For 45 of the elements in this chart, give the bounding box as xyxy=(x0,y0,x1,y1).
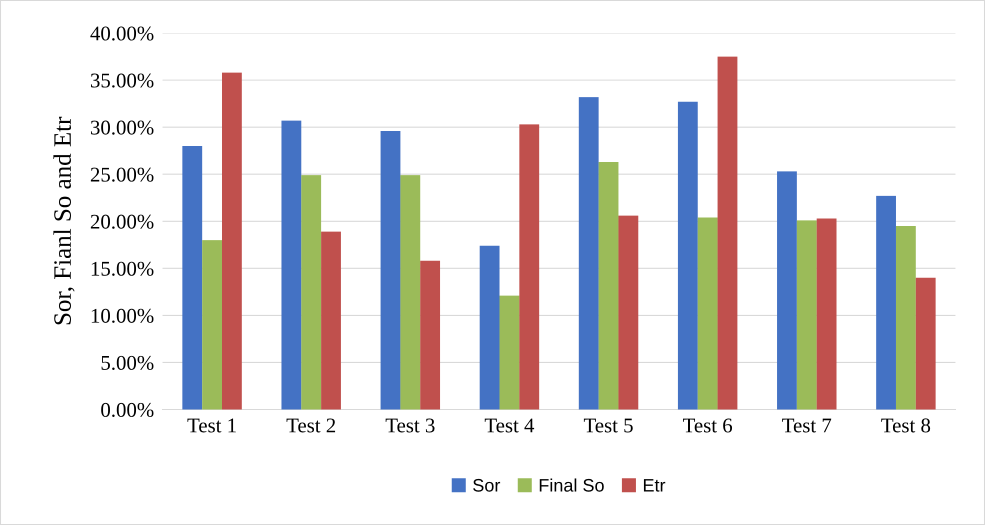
x-tick-label: Test 3 xyxy=(386,418,435,432)
y-tick-label: 30.00% xyxy=(90,120,154,135)
bar xyxy=(420,260,440,410)
bar xyxy=(896,226,916,410)
x-tick-label: Test 7 xyxy=(782,418,832,432)
y-tick-label: 10.00% xyxy=(92,308,154,323)
y-tick-label: 5.00% xyxy=(102,356,154,370)
bar xyxy=(480,246,500,410)
x-tick-label: Test 2 xyxy=(286,418,336,432)
bar xyxy=(777,171,797,410)
bar xyxy=(578,97,599,410)
legend-label: Sor xyxy=(473,478,500,492)
y-tick-label: 35.00% xyxy=(90,74,154,88)
bar xyxy=(321,232,341,410)
bar xyxy=(519,124,540,410)
bar xyxy=(796,220,817,410)
bar xyxy=(876,196,896,410)
x-tick-label: Test 1 xyxy=(187,418,236,432)
bar xyxy=(202,240,222,410)
legend-label: Final So xyxy=(540,478,604,492)
legend-label: Etr xyxy=(644,479,666,492)
bar xyxy=(816,218,837,410)
y-tick-label: 25.00% xyxy=(90,168,154,182)
bar xyxy=(182,146,202,410)
bar xyxy=(281,120,302,410)
x-tick-label: Test 6 xyxy=(683,418,732,432)
bar xyxy=(718,56,738,410)
x-tick-label: Test 5 xyxy=(584,418,633,432)
bar xyxy=(301,175,322,410)
bar xyxy=(500,296,520,410)
y-tick-label: 15.00% xyxy=(92,262,154,276)
bar xyxy=(678,102,698,410)
y-tick-label: 20.00% xyxy=(90,214,154,229)
bar xyxy=(400,175,420,410)
bar xyxy=(222,72,242,410)
y-axis-title: Sor, Fianl So and Etr xyxy=(53,116,75,324)
x-tick-label: Test 4 xyxy=(484,418,534,432)
bar xyxy=(598,162,618,410)
bar xyxy=(618,216,638,410)
bar xyxy=(380,130,400,410)
bar xyxy=(698,218,718,410)
bar xyxy=(916,278,936,410)
y-tick-label: 40.00% xyxy=(90,26,154,41)
x-tick-label: Test 8 xyxy=(881,418,930,432)
y-tick-label: 0.00% xyxy=(101,402,154,418)
